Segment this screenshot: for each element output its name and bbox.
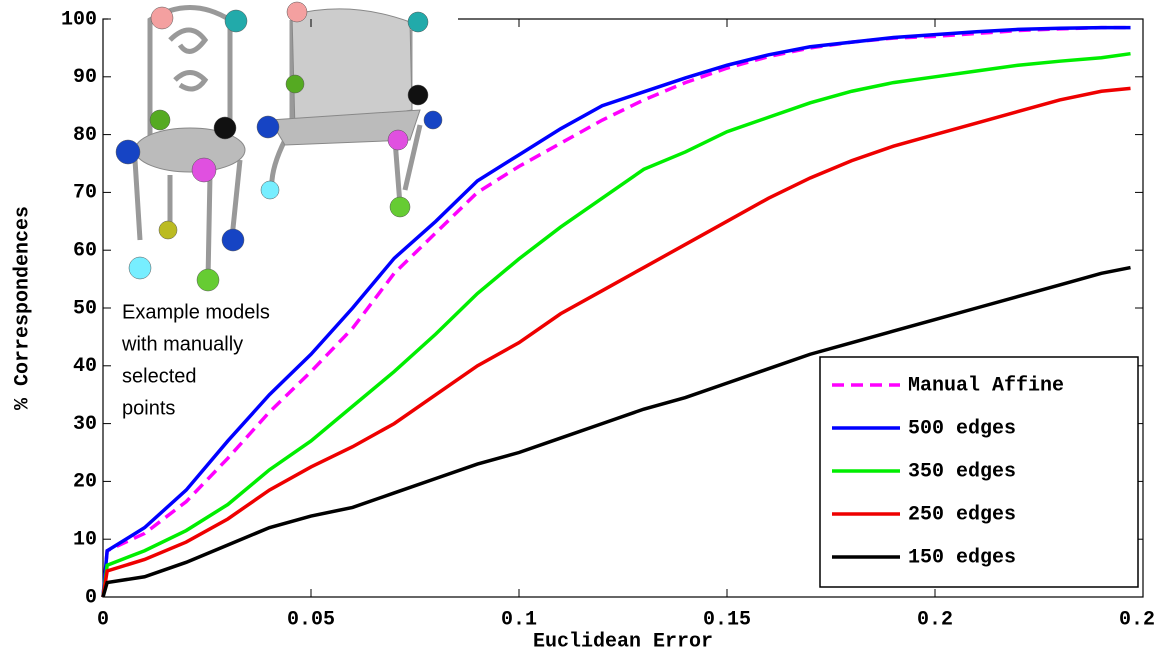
series-line xyxy=(101,265,1131,598)
y-tick-label: 100 xyxy=(61,8,97,31)
series-line xyxy=(101,25,1131,598)
y-tick-label: 60 xyxy=(73,239,97,262)
series-line xyxy=(101,51,1131,598)
y-tick-label: 50 xyxy=(73,297,97,320)
x-tick-label: 0.2 xyxy=(917,608,953,631)
y-tick-label: 80 xyxy=(73,124,97,147)
legend-label: 350 edges xyxy=(908,460,1016,483)
x-tick-label: 0.1 xyxy=(501,608,537,631)
x-tick-label: 0.15 xyxy=(703,608,751,631)
annotation: with manually xyxy=(121,333,243,355)
y-tick-label: 0 xyxy=(85,586,97,609)
y-tick-label: 20 xyxy=(73,471,97,494)
y-tick-label: 30 xyxy=(73,413,97,436)
y-tick-label: 10 xyxy=(73,528,97,551)
x-tick-label: 0.25 xyxy=(1119,608,1155,631)
legend-label: 150 edges xyxy=(908,546,1016,569)
y-tick-label: 40 xyxy=(73,355,97,378)
x-tick-label: 0 xyxy=(97,608,109,631)
annotation: points xyxy=(122,397,175,419)
x-axis-label: Euclidean Error xyxy=(533,630,713,653)
legend-label: Manual Affine xyxy=(908,374,1064,397)
y-tick-label: 70 xyxy=(73,182,97,205)
series-line xyxy=(101,86,1131,598)
annotation: selected xyxy=(122,365,197,387)
legend-label: 250 edges xyxy=(908,503,1016,526)
y-tick-label: 90 xyxy=(73,66,97,89)
annotation: Example models xyxy=(122,301,270,323)
chair-illustration xyxy=(108,0,458,300)
legend-label: 500 edges xyxy=(908,417,1016,440)
y-axis-label: % Correspondences xyxy=(11,206,34,410)
x-tick-label: 0.05 xyxy=(287,608,335,631)
